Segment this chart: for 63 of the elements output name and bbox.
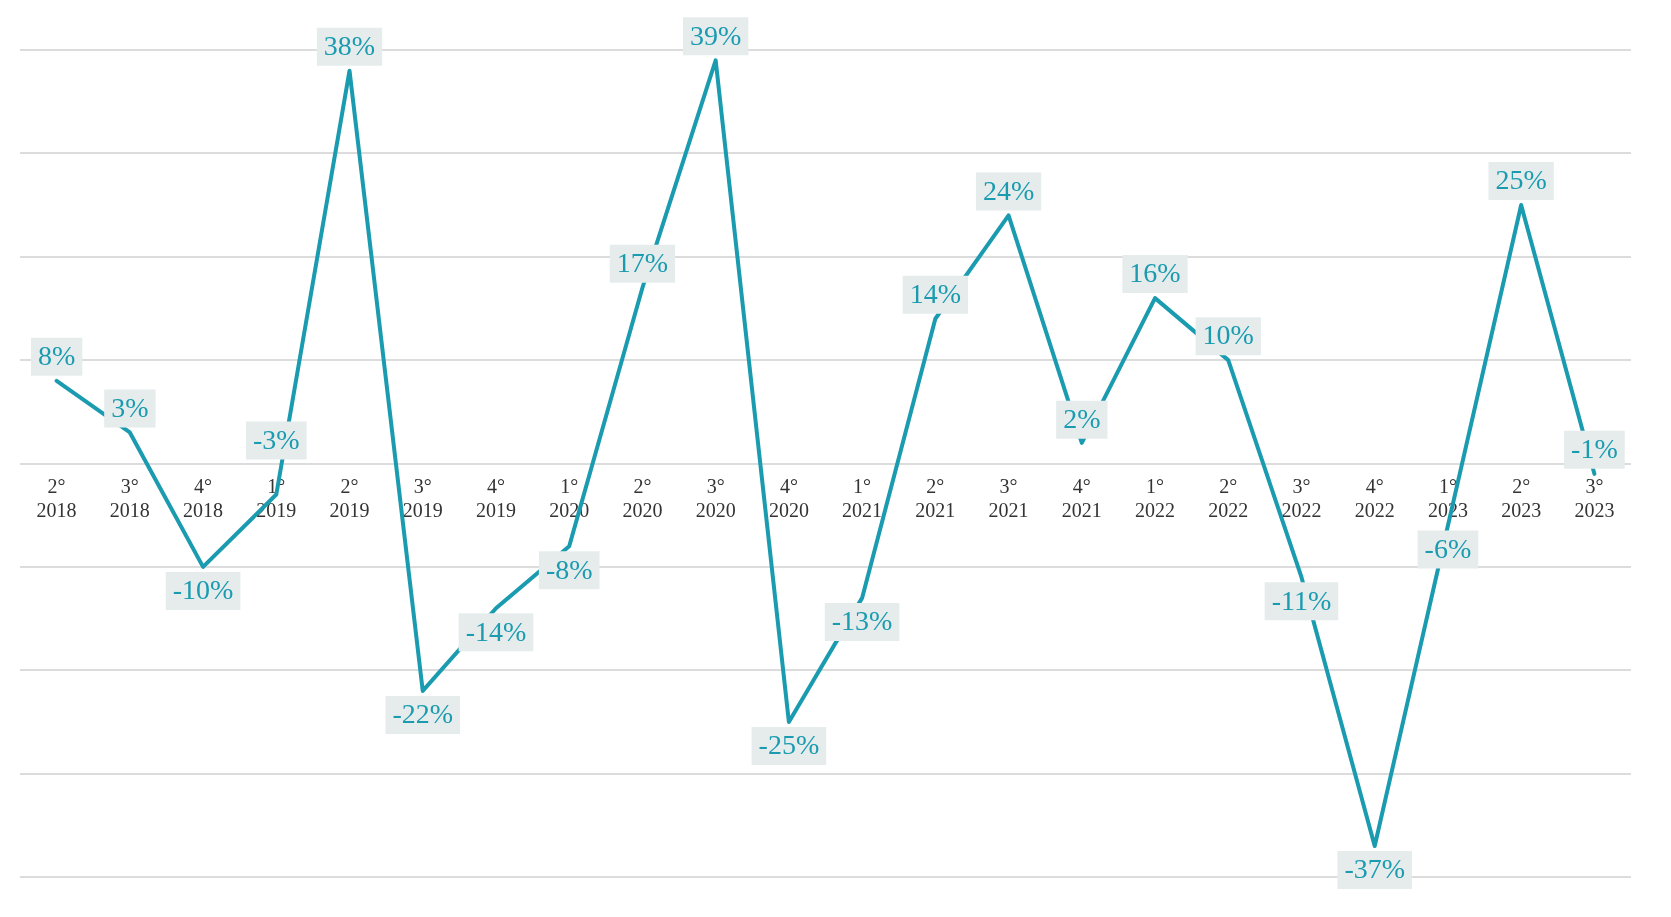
data-label: 38: [323, 30, 352, 62]
data-label: -3: [252, 423, 277, 455]
data-label: -37: [1344, 853, 1382, 885]
data-label: -8: [545, 553, 570, 585]
text: %: [51, 340, 76, 372]
data-label: 2: [1063, 403, 1078, 435]
data-label: 14: [909, 278, 938, 310]
text: %: [1447, 532, 1472, 564]
x-tick-label: 4° 2020: [768, 474, 809, 521]
x-tick-label: 3° 2020: [695, 474, 736, 521]
text: %: [1230, 319, 1254, 351]
text: %: [429, 698, 454, 730]
data-label: -10: [172, 574, 211, 606]
data-label: 10: [1202, 319, 1231, 351]
x-tick-label: 1° 2022: [1135, 474, 1176, 521]
text: %: [795, 729, 820, 761]
text: %: [502, 615, 527, 647]
text: %: [1157, 257, 1181, 289]
data-label: 39: [690, 19, 718, 51]
x-tick-label: 2° 2021: [915, 474, 956, 521]
text: %: [210, 574, 234, 606]
x-tick-label: 2° 2020: [622, 474, 663, 521]
data-label: -14: [465, 615, 503, 647]
x-tick-label: 2° 2023: [1501, 474, 1542, 521]
data-label: -13: [831, 605, 870, 637]
x-tick-label: 4° 2018: [183, 474, 224, 521]
data-label: 24: [982, 174, 1011, 206]
data-label: 25: [1495, 164, 1524, 196]
text: %: [125, 391, 149, 423]
text: %: [718, 19, 742, 51]
data-label: 8: [37, 340, 52, 372]
x-tick-label: 2° 2022: [1208, 474, 1249, 521]
x-tick-label: 4° 2021: [1061, 474, 1102, 521]
x-tick-label: 3° 2021: [988, 474, 1029, 521]
x-tick-label: 4° 2019: [475, 474, 516, 521]
data-label: -11: [1271, 584, 1308, 616]
data-label: 16: [1129, 257, 1158, 289]
x-tick-label: 2° 2018: [36, 474, 77, 521]
text: %: [1381, 853, 1406, 885]
text: %: [1594, 433, 1618, 465]
data-label: 17: [616, 247, 645, 279]
x-tick-label: 3° 2022: [1281, 474, 1322, 521]
x-tick-label: 3° 2018: [109, 474, 150, 521]
text: %: [1010, 174, 1035, 206]
text: %: [1077, 403, 1101, 435]
text: %: [937, 278, 962, 310]
text: %: [569, 553, 593, 585]
x-tick-label: 2° 2019: [329, 474, 370, 521]
text: %: [276, 423, 300, 455]
data-label: -6: [1424, 532, 1448, 564]
x-tick-label: 4° 2022: [1354, 474, 1395, 521]
text: %: [1523, 164, 1547, 196]
text: %: [351, 30, 376, 62]
x-tick-label: 3° 2019: [402, 474, 443, 521]
data-label: -1: [1571, 433, 1595, 465]
x-tick-label: 3° 2023: [1574, 474, 1615, 521]
text: %: [1307, 584, 1332, 616]
data-label: -25: [758, 729, 796, 761]
text: %: [869, 605, 893, 637]
text: %: [644, 247, 669, 279]
data-label: -22: [392, 698, 430, 730]
data-label: 3: [111, 391, 126, 423]
x-tick-label: 1° 2021: [842, 474, 883, 521]
